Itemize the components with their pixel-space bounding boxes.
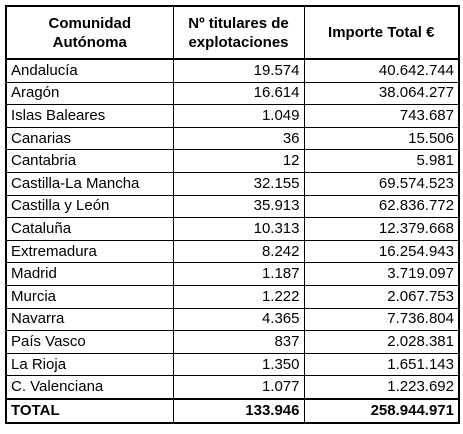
number-cell: 1.651.143: [303, 352, 460, 377]
table-row: Canarias 36 15.506: [5, 126, 460, 151]
number-cell: 12: [172, 149, 305, 173]
number-cell: 19.574: [172, 58, 305, 83]
table-row: Murcia 1.222 2.067.753: [5, 284, 460, 309]
number-cell: 7.736.804: [303, 307, 460, 332]
table-row: Cantabria 12 5.981: [5, 149, 460, 173]
region-cell: Extremadura: [5, 239, 174, 264]
data-table: Comunidad Autónoma Nº titulares de explotac…: [5, 5, 460, 424]
header-row: Comunidad Autónoma Nº titulares de explotac…: [5, 5, 460, 60]
header-line: Importe Total €: [328, 24, 435, 41]
number-cell: 1.077: [172, 375, 305, 400]
number-cell: 32.155: [172, 171, 305, 196]
header-cell: Nº titulares de explotaciones: [172, 5, 305, 60]
number-cell: 69.574.523: [303, 171, 460, 196]
number-cell: 62.836.772: [303, 194, 460, 219]
table-row: Extremadura 8.242 16.254.943: [5, 239, 460, 264]
region-cell: Cataluña: [5, 217, 174, 241]
region-cell: La Rioja: [5, 352, 174, 377]
number-cell: 3.719.097: [303, 262, 460, 286]
number-cell: 837: [172, 330, 305, 354]
region-cell: País Vasco: [5, 330, 174, 354]
number-cell: 4.365: [172, 307, 305, 332]
region-cell: C. Valenciana: [5, 375, 174, 400]
number-cell: 35.913: [172, 194, 305, 219]
total-cell: 258.944.971: [303, 397, 460, 423]
header-line: Comunidad: [48, 14, 132, 32]
region-cell: Navarra: [5, 307, 174, 332]
region-cell: Castilla y León: [5, 194, 174, 219]
number-cell: 1.187: [172, 262, 305, 286]
number-cell: 1.222: [172, 284, 305, 309]
number-cell: 12.379.668: [303, 217, 460, 241]
region-cell: Murcia: [5, 284, 174, 309]
number-cell: 1.223.692: [303, 375, 460, 400]
number-cell: 2.067.753: [303, 284, 460, 309]
total-label: TOTAL: [5, 397, 174, 423]
table-row: Navarra 4.365 7.736.804: [5, 307, 460, 332]
table-row: Cataluña 10.313 12.379.668: [5, 217, 460, 241]
number-cell: 5.981: [303, 149, 460, 173]
number-cell: 15.506: [303, 126, 460, 151]
table-row: Castilla y León 35.913 62.836.772: [5, 194, 460, 219]
region-cell: Islas Baleares: [5, 104, 174, 128]
number-cell: 1.350: [172, 352, 305, 377]
number-cell: 2.028.381: [303, 330, 460, 354]
header-line: Autónoma: [52, 33, 127, 51]
number-cell: 1.049: [172, 104, 305, 128]
table-body: Andalucía 19.574 40.642.744 Aragón 16.614 38.…: [5, 58, 460, 423]
table-row: Islas Baleares 1.049 743.687: [5, 104, 460, 128]
number-cell: 10.313: [172, 217, 305, 241]
total-cell: 133.946: [172, 397, 305, 423]
number-cell: 38.064.277: [303, 81, 460, 106]
table-row: Aragón 16.614 38.064.277: [5, 81, 460, 106]
region-cell: Andalucía: [5, 58, 174, 83]
number-cell: 16.254.943: [303, 239, 460, 264]
region-cell: Cantabria: [5, 149, 174, 173]
number-cell: 743.687: [303, 104, 460, 128]
region-cell: Aragón: [5, 81, 174, 106]
table-row: La Rioja 1.350 1.651.143: [5, 352, 460, 377]
table-row: C. Valenciana 1.077 1.223.692: [5, 375, 460, 400]
table-row: Madrid 1.187 3.719.097: [5, 262, 460, 286]
number-cell: 36: [172, 126, 305, 151]
header-cell: Comunidad Autónoma: [5, 5, 174, 60]
header-cell: Importe Total €: [303, 5, 460, 60]
table-row: País Vasco 837 2.028.381: [5, 330, 460, 354]
header-line: explotaciones: [188, 33, 289, 51]
number-cell: 40.642.744: [303, 58, 460, 83]
number-cell: 16.614: [172, 81, 305, 106]
table-row: Castilla-La Mancha 32.155 69.574.523: [5, 171, 460, 196]
table-row: Andalucía 19.574 40.642.744: [5, 58, 460, 83]
region-cell: Castilla-La Mancha: [5, 171, 174, 196]
number-cell: 8.242: [172, 239, 305, 264]
header-line: Nº titulares de: [188, 14, 289, 32]
region-cell: Madrid: [5, 262, 174, 286]
region-cell: Canarias: [5, 126, 174, 151]
total-row: TOTAL 133.946 258.944.971: [5, 397, 460, 423]
